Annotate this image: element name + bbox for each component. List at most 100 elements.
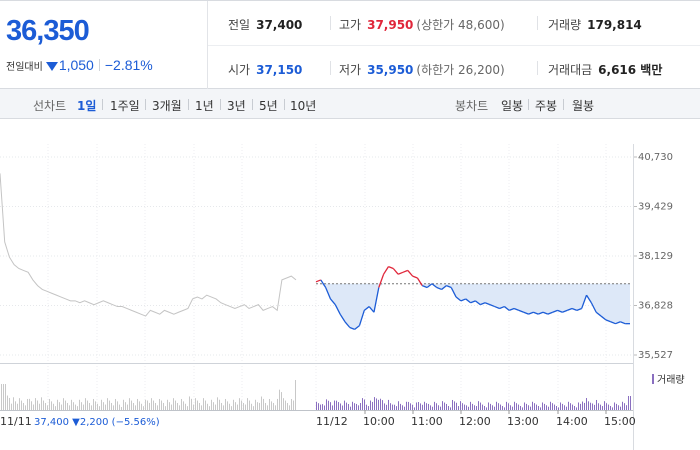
period-monthly-candle[interactable]: 월봉	[572, 99, 595, 113]
volume-bar	[522, 407, 523, 410]
stat-open: 시가 37,150	[228, 61, 302, 78]
volume-bar	[277, 398, 278, 410]
volume-bar	[215, 404, 216, 410]
period-weekly-candle[interactable]: 주봉	[535, 99, 558, 113]
volume-bar	[173, 398, 174, 410]
volume-bar	[540, 407, 541, 410]
volume-bar	[35, 398, 36, 410]
today-line-segment	[533, 311, 539, 315]
candle-chart-label: 봉차트	[455, 99, 489, 113]
period-1-day[interactable]: 1일	[77, 99, 97, 113]
period-5-years[interactable]: 5년	[259, 99, 278, 113]
volume-bar	[510, 405, 511, 410]
below-reference-fill	[316, 283, 630, 330]
today-line-segment	[503, 306, 510, 311]
volume-bar	[400, 403, 401, 410]
period-daily-candle[interactable]: 일봉	[501, 99, 524, 113]
today-line-segment	[484, 302, 491, 306]
volume-bar	[89, 402, 90, 410]
volume-bar	[358, 405, 359, 410]
volume-bar	[217, 397, 218, 410]
volume-bar	[348, 404, 349, 410]
volume-bar	[382, 400, 383, 410]
volume-bar	[49, 398, 50, 410]
volume-legend-swatch	[652, 374, 654, 384]
y-tick-label: 36,828	[638, 301, 673, 312]
volume-bar	[249, 400, 250, 410]
volume-bar	[558, 407, 559, 410]
volume-bar	[554, 404, 555, 410]
volume-bar	[612, 407, 613, 410]
today-line-segment	[523, 311, 529, 315]
volume-bar	[524, 402, 525, 410]
period-3-months[interactable]: 3개월	[152, 99, 182, 113]
stat-high: 고가 37,950 (상한가 48,600)	[339, 16, 505, 33]
volume-bar	[446, 403, 447, 410]
volume-bar	[370, 400, 371, 410]
volume-bar	[444, 402, 445, 410]
volume-bar	[139, 401, 140, 410]
volume-bar	[7, 395, 8, 410]
today-line-segment	[547, 311, 553, 315]
volume-bar	[97, 403, 98, 410]
period-1-year[interactable]: 1년	[195, 99, 214, 113]
period-1-week[interactable]: 1주일	[110, 99, 140, 113]
change-label: 전일대비	[6, 62, 43, 73]
volume-bar	[608, 404, 609, 410]
today-line-segment	[499, 305, 505, 310]
volume-bar	[177, 402, 178, 410]
price-lines	[0, 173, 630, 330]
volume-bar	[79, 399, 80, 410]
volume-bar	[316, 401, 317, 410]
stat-amount: 거래대금 6,616 백만	[548, 61, 662, 78]
today-line-segment	[344, 321, 351, 328]
volume-bar	[368, 406, 369, 410]
volume-bar	[496, 401, 497, 410]
volume-bar	[125, 402, 126, 410]
period-bar: 선차트 1일 1주일 3개월 1년 3년 5년 10년 봉차트 일봉 주봉 월봉	[0, 89, 700, 119]
period-10-years[interactable]: 10년	[290, 99, 317, 113]
volume-bar	[109, 400, 110, 410]
volume-bar	[344, 400, 345, 410]
volume-bar	[372, 401, 373, 410]
y-tick-label: 38,129	[638, 251, 673, 262]
volume-bar	[207, 403, 208, 410]
volume-bar	[416, 402, 417, 410]
volume-bar	[281, 392, 282, 410]
stat-label: 거래량	[548, 18, 582, 32]
volume-bar	[53, 403, 54, 410]
today-line-segment	[581, 294, 588, 309]
y-tick-label: 40,730	[638, 152, 673, 163]
volume-bar	[592, 403, 593, 410]
volume-bar	[380, 398, 381, 410]
volume-bar	[287, 402, 288, 410]
volume-bar	[183, 401, 184, 410]
period-3-years[interactable]: 3년	[227, 99, 246, 113]
price-chart[interactable]: 40,730 39,429 38,129 36,828 35,527 거래량 11/11…	[0, 120, 700, 450]
volume-bar	[532, 401, 533, 410]
today-line-segment	[480, 302, 486, 306]
volume-bar	[394, 404, 395, 410]
volume-bar	[185, 403, 186, 410]
today-line-segment	[339, 313, 346, 323]
volume-bar	[342, 405, 343, 410]
volume-bar	[235, 402, 236, 410]
volume-bar	[474, 405, 475, 410]
volume-bar	[576, 407, 577, 410]
volume-bar	[568, 401, 569, 410]
stat-value: 6,616 백만	[598, 63, 663, 77]
volume-bar	[263, 398, 264, 410]
volume-bar	[384, 403, 385, 410]
volume-bar	[588, 401, 589, 410]
prev-day-summary: 37,400 ▼2,200 (−5.56%)	[34, 417, 160, 428]
volume-bar	[41, 397, 42, 410]
volume-bar	[352, 401, 353, 410]
volume-bar	[528, 405, 529, 410]
volume-bar	[388, 399, 389, 410]
today-line-segment	[615, 321, 621, 325]
divider	[330, 16, 331, 30]
volume-bar	[454, 401, 455, 410]
volume-bar	[193, 404, 194, 410]
divider	[537, 16, 538, 30]
volume-bar	[59, 402, 60, 410]
